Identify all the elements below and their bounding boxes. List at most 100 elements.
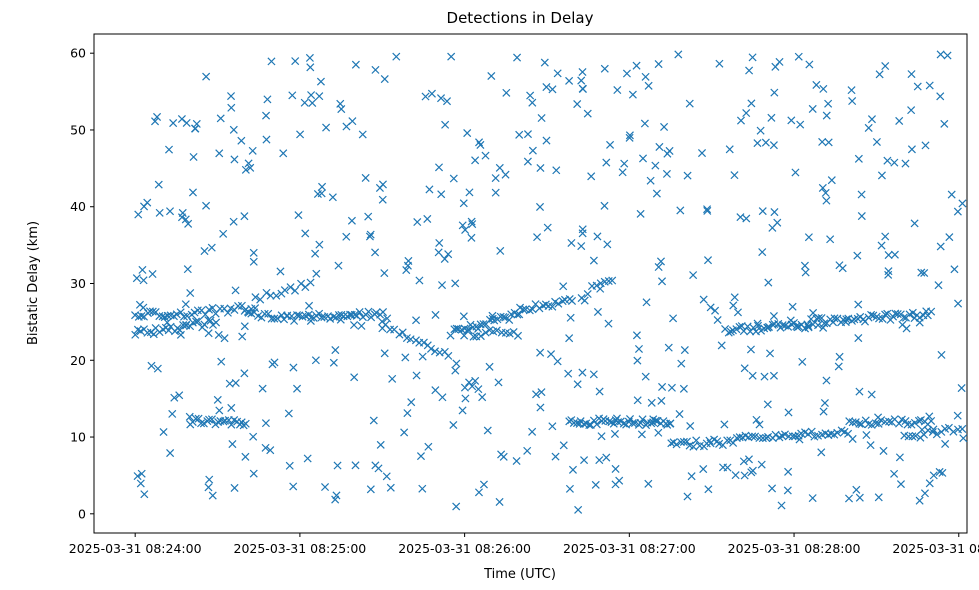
data-point — [315, 309, 324, 318]
data-point — [240, 369, 249, 378]
data-point — [481, 151, 490, 160]
data-point — [896, 480, 905, 489]
data-point — [925, 412, 934, 421]
data-point — [674, 50, 683, 59]
data-point — [451, 366, 460, 375]
data-point — [329, 312, 338, 321]
data-point — [407, 398, 416, 407]
data-point — [864, 420, 873, 429]
data-point — [683, 492, 692, 501]
data-point — [731, 471, 740, 480]
data-point — [371, 65, 380, 74]
data-point — [729, 301, 738, 310]
data-point — [449, 420, 458, 430]
data-point — [641, 372, 650, 381]
data-point — [925, 479, 934, 488]
data-point — [633, 396, 642, 405]
data-point — [893, 310, 902, 319]
data-point — [918, 425, 927, 434]
data-point — [615, 476, 624, 485]
data-point — [241, 165, 250, 174]
data-point — [936, 50, 945, 59]
data-point — [178, 208, 187, 217]
data-point — [267, 57, 276, 66]
data-point — [479, 320, 488, 329]
data-point — [890, 469, 899, 478]
data-point — [371, 248, 380, 257]
data-point — [895, 419, 904, 428]
data-point — [307, 313, 316, 322]
data-point — [791, 168, 800, 177]
data-point — [159, 427, 168, 437]
data-point — [770, 88, 779, 97]
data-point — [131, 330, 140, 339]
data-point — [804, 322, 813, 331]
data-point — [431, 386, 440, 395]
data-point — [566, 313, 575, 322]
data-point — [388, 374, 397, 383]
data-point — [559, 441, 568, 450]
data-point — [957, 384, 966, 393]
data-point — [625, 131, 634, 140]
data-point — [460, 383, 469, 392]
data-point — [437, 190, 446, 199]
data-point — [793, 323, 802, 332]
data-point — [783, 486, 792, 495]
data-point — [467, 217, 476, 226]
data-point — [620, 159, 629, 168]
data-point — [787, 116, 796, 125]
data-point — [262, 111, 271, 120]
data-point — [748, 432, 757, 441]
data-point — [950, 265, 959, 274]
data-point — [848, 434, 857, 443]
data-point — [921, 141, 930, 150]
data-point — [272, 291, 281, 300]
data-point — [730, 171, 739, 180]
data-point — [136, 479, 145, 488]
data-point — [578, 84, 587, 93]
data-point — [578, 368, 587, 377]
data-point — [535, 202, 545, 211]
data-point — [717, 341, 726, 350]
data-point — [165, 207, 175, 216]
data-point — [234, 301, 243, 311]
data-point — [852, 485, 861, 494]
data-point — [331, 346, 340, 355]
data-point — [857, 212, 866, 221]
data-point — [296, 130, 305, 139]
data-point — [784, 432, 793, 441]
data-point — [879, 446, 888, 455]
data-point — [854, 300, 863, 309]
data-point — [438, 281, 447, 290]
data-point — [841, 318, 850, 327]
x-axis-label: Time (UTC) — [483, 567, 556, 582]
data-point — [578, 225, 587, 234]
data-point — [425, 185, 434, 194]
data-point — [494, 378, 503, 387]
data-point — [854, 334, 863, 343]
data-point — [864, 123, 873, 132]
data-point — [288, 91, 297, 100]
chart-title: Detections in Delay — [447, 9, 594, 27]
data-point — [148, 269, 157, 279]
data-point — [227, 420, 236, 429]
data-point — [920, 489, 929, 498]
plot-frame — [93, 33, 968, 534]
data-point — [638, 415, 647, 424]
data-point — [366, 485, 375, 494]
data-point — [574, 505, 583, 514]
data-point — [301, 229, 310, 238]
data-point — [697, 149, 707, 158]
data-point — [329, 358, 338, 367]
data-point — [476, 140, 485, 149]
x-axis: 2025-03-31 08:24:00 2025-03-31 08:25:00 20… — [69, 533, 979, 556]
data-point — [153, 112, 162, 121]
data-point — [134, 210, 143, 219]
data-point — [833, 428, 842, 437]
data-point — [315, 240, 324, 249]
data-point — [286, 283, 295, 292]
data-point — [262, 288, 271, 297]
data-point — [818, 137, 827, 146]
data-point — [795, 435, 804, 444]
data-point — [640, 119, 649, 128]
